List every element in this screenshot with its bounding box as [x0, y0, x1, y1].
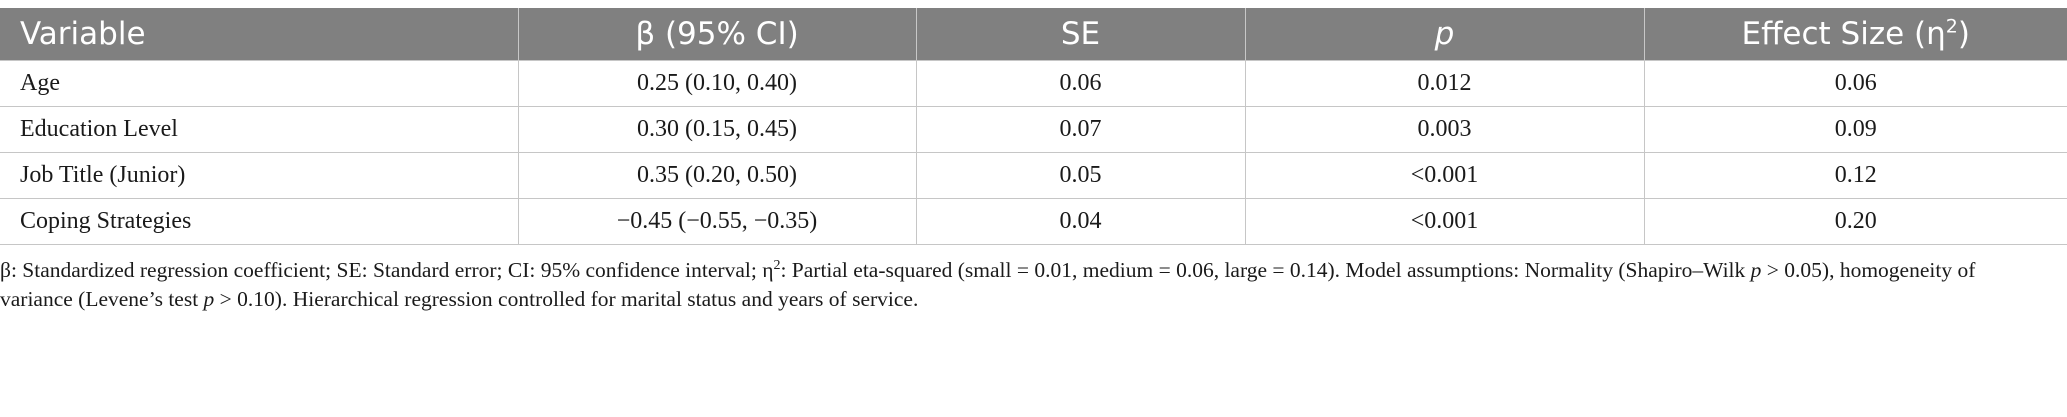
cell-se: 0.07 — [915, 106, 1245, 153]
footnote-part2: : Partial eta-squared (small = 0.01, med… — [780, 258, 1751, 282]
cell-beta: 0.35 (0.20, 0.50) — [517, 152, 916, 199]
header-effect-prefix: Effect Size (η — [1741, 16, 1946, 52]
footnote-p2: p — [203, 287, 215, 311]
table-header: Variable β (95% CI) SE p Effect Size (η2… — [0, 8, 2067, 61]
cell-se: 0.05 — [915, 152, 1245, 199]
footnote-part3: > 0.05), homogeneity of variance (Levene… — [0, 258, 1976, 311]
cell-p: 0.003 — [1244, 106, 1644, 153]
cell-effect: 0.06 — [1643, 60, 2067, 107]
cell-variable: Education Level — [0, 106, 518, 153]
cell-se: 0.04 — [915, 198, 1245, 245]
cell-p: 0.012 — [1244, 60, 1644, 107]
table-row: Age 0.25 (0.10, 0.40) 0.06 0.012 0.06 — [0, 60, 2067, 107]
regression-table-container: Variable β (95% CI) SE p Effect Size (η2… — [0, 8, 2067, 245]
cell-variable: Job Title (Junior) — [0, 152, 518, 199]
header-se: SE — [915, 8, 1245, 61]
table-row: Education Level 0.30 (0.15, 0.45) 0.07 0… — [0, 106, 2067, 153]
footnote-part1: β: Standardized regression coefficient; … — [0, 258, 774, 282]
footnote-sup: 2 — [773, 257, 781, 273]
header-effect-size: Effect Size (η2) — [1643, 8, 2067, 61]
header-row: Variable β (95% CI) SE p Effect Size (η2… — [0, 8, 2067, 61]
cell-effect: 0.12 — [1643, 152, 2067, 199]
cell-effect: 0.09 — [1643, 106, 2067, 153]
cell-beta: 0.30 (0.15, 0.45) — [517, 106, 916, 153]
header-variable: Variable — [0, 8, 518, 61]
table-row: Job Title (Junior) 0.35 (0.20, 0.50) 0.0… — [0, 152, 2067, 199]
table-row: Coping Strategies −0.45 (−0.55, −0.35) 0… — [0, 198, 2067, 245]
cell-variable: Coping Strategies — [0, 198, 518, 245]
footnote-part4: > 0.10). Hierarchical regression control… — [214, 287, 919, 311]
header-beta: β (95% CI) — [517, 8, 916, 61]
table-footnote: β: Standardized regression coefficient; … — [0, 256, 2050, 314]
cell-beta: 0.25 (0.10, 0.40) — [517, 60, 916, 107]
header-effect-sup: 2 — [1945, 15, 1958, 38]
table-body: Age 0.25 (0.10, 0.40) 0.06 0.012 0.06 Ed… — [0, 60, 2067, 245]
cell-p: <0.001 — [1244, 152, 1644, 199]
cell-p: <0.001 — [1244, 198, 1644, 245]
regression-table: Variable β (95% CI) SE p Effect Size (η2… — [0, 8, 2067, 245]
header-p-label: p — [1434, 16, 1455, 52]
cell-beta: −0.45 (−0.55, −0.35) — [517, 198, 916, 245]
footnote-p1: p — [1750, 258, 1762, 282]
cell-effect: 0.20 — [1643, 198, 2067, 245]
header-p: p — [1244, 8, 1644, 61]
cell-se: 0.06 — [915, 60, 1245, 107]
cell-variable: Age — [0, 60, 518, 107]
header-effect-suffix: ) — [1957, 16, 1970, 52]
